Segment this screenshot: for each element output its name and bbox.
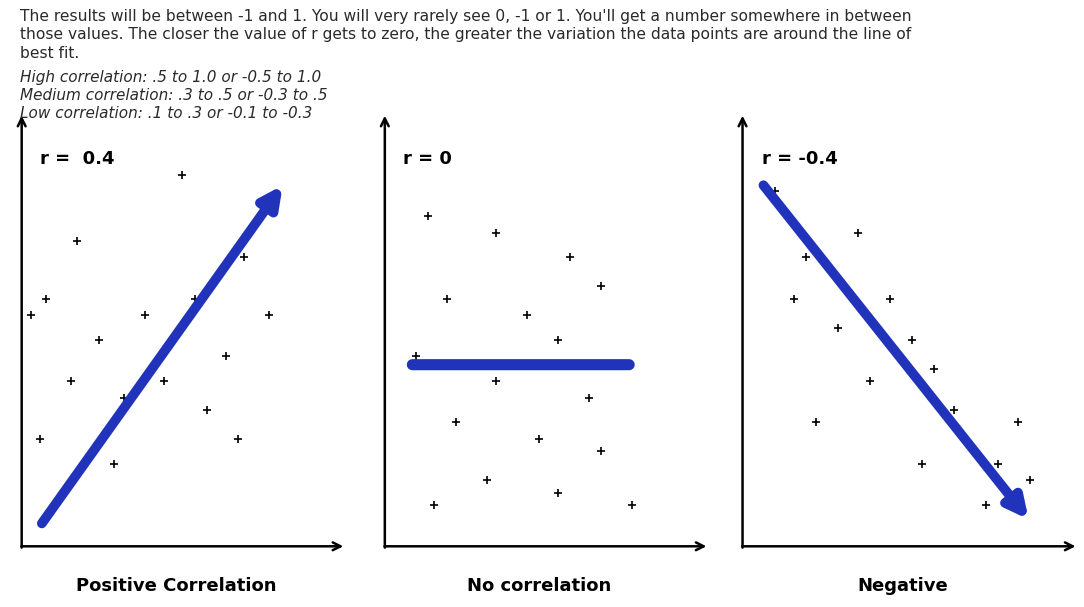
Text: r = -0.4: r = -0.4	[762, 150, 838, 168]
Text: High correlation: .5 to 1.0 or -0.5 to 1.0: High correlation: .5 to 1.0 or -0.5 to 1…	[20, 70, 321, 85]
Text: those values. The closer the value of r gets to zero, the greater the variation : those values. The closer the value of r …	[20, 27, 911, 42]
Text: Medium correlation: .3 to .5 or -0.3 to .5: Medium correlation: .3 to .5 or -0.3 to …	[20, 88, 327, 103]
Text: Positive Correlation: Positive Correlation	[76, 577, 276, 595]
Text: r = 0: r = 0	[403, 150, 452, 168]
Text: best fit.: best fit.	[20, 46, 79, 61]
Text: Low correlation: .1 to .3 or -0.1 to -0.3: Low correlation: .1 to .3 or -0.1 to -0.…	[20, 106, 312, 121]
Text: The results will be between -1 and 1. You will very rarely see 0, -1 or 1. You'l: The results will be between -1 and 1. Yo…	[20, 9, 912, 24]
Text: Negative: Negative	[857, 577, 947, 595]
Text: r =  0.4: r = 0.4	[40, 150, 115, 168]
Text: No correlation: No correlation	[467, 577, 611, 595]
